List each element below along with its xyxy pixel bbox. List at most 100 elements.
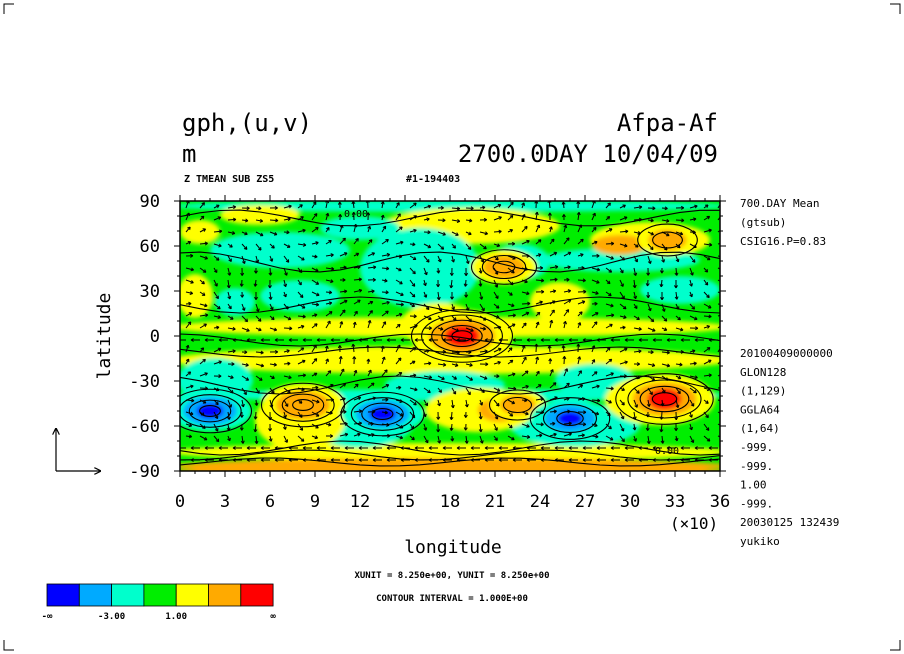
wind-vector-head [302,373,306,376]
wind-vector [311,358,318,365]
wind-vector [185,371,191,377]
wind-vector-head [635,272,638,276]
wind-vector [619,411,625,420]
wind-vector-head [678,375,682,379]
wind-vector-head [187,321,191,324]
wind-vector-head [541,410,545,413]
contour-ring [281,393,325,417]
wind-vector [689,423,693,431]
wind-vector-head [368,239,373,242]
wind-vector [647,279,649,287]
y-tick-label: 30 [140,282,160,302]
wind-vector-head [666,339,670,342]
wind-vector [605,347,611,353]
wind-vector [423,423,427,431]
wind-vector [605,399,612,404]
wind-vector [241,399,244,407]
wind-vector-head [312,201,317,204]
wind-vector-head [327,320,331,323]
wind-vector-head [412,436,415,440]
wind-vector [605,314,614,317]
wind-vector-head [301,294,304,298]
wind-vector [605,291,612,297]
wind-vector [199,423,206,429]
wind-vector [633,219,642,221]
wind-vector-head [480,416,483,420]
wind-vector-head [540,422,544,425]
wind-vector-head [568,432,572,435]
wind-vector-head [566,382,570,385]
wind-vector [311,323,318,329]
wind-vector [675,303,679,310]
wind-vector-head [537,253,542,255]
wind-vector-head [638,459,642,462]
wind-vector [325,279,334,283]
wind-vector [465,363,473,366]
wind-vector-head [637,231,641,234]
wind-vector-head [187,226,191,229]
wind-vector [521,240,530,245]
contour-label: 0.00 [655,446,679,457]
wind-vector [507,435,515,441]
x-tick-labels: 0 3 6 9 12 15 18 21 24 27 30 33 36 [175,492,730,512]
wind-vector [451,315,457,321]
wind-vector [185,312,192,317]
wind-vector [689,362,697,365]
wind-vector-head [326,227,330,230]
wind-vector [325,240,332,245]
wind-vector-head [177,459,180,461]
wind-vector-head [316,459,320,462]
wind-vector [213,279,218,287]
wind-vector-head [723,293,725,295]
wind-vector-head [610,447,614,450]
wind-vector [493,279,498,288]
wind-vector [479,279,482,287]
wind-vector-head [680,459,684,462]
wind-vector [409,347,417,353]
wind-vector-head [245,363,249,366]
side-info-line: CSIG16.P=0.83 [740,235,826,248]
wind-vector-head [288,375,292,379]
contour-ring [371,408,394,420]
wind-vector-head [385,290,389,293]
wind-vector-head [568,459,572,462]
wind-vector [241,435,244,444]
wind-vector [339,309,346,317]
wind-vector-head [302,459,306,462]
wind-vector-head [241,294,245,298]
wind-vector-head [254,416,258,420]
wind-vector [507,314,516,317]
wind-vector-head [596,339,600,342]
wind-vector-head [381,356,385,360]
wind-vector [717,229,720,233]
wind-vector-head [204,436,208,441]
wind-vector-head [400,240,404,243]
wind-vector [199,303,208,307]
wind-vector [283,399,289,407]
wind-vector-head [358,277,362,280]
wind-vector [213,315,221,319]
wind-vector [465,435,468,444]
wind-vector [381,310,389,317]
wind-vector-head [497,305,500,309]
wind-vector-head [228,427,231,431]
wind-vector [493,411,498,420]
wind-vector-head [482,205,486,208]
wind-vector [647,231,654,236]
wind-vector-head [596,447,600,450]
wind-vector [311,344,317,353]
wind-vector-head [647,294,651,299]
wind-vector-head [566,277,570,281]
wind-vector-head [246,206,250,209]
colorbar [46,583,274,607]
wind-vector-head [679,316,681,320]
axis-ticks [174,195,726,477]
wind-vector-head [242,440,245,444]
wind-vector [451,399,454,408]
wind-vector [479,375,488,380]
wind-vector-head [241,272,245,276]
wind-vector-head [648,403,651,407]
wind-vector-head [456,328,460,332]
wind-vector-head [218,243,222,247]
wind-vector-head [624,305,627,309]
